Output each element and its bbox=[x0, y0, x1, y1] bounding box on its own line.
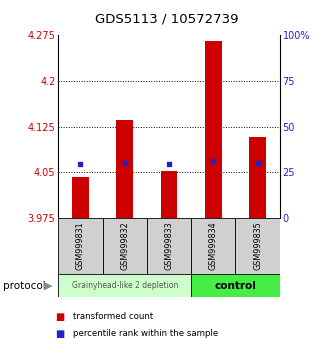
Text: ■: ■ bbox=[55, 312, 64, 322]
Text: percentile rank within the sample: percentile rank within the sample bbox=[73, 329, 218, 338]
Text: ▶: ▶ bbox=[44, 281, 53, 291]
Text: GDS5113 / 10572739: GDS5113 / 10572739 bbox=[95, 12, 238, 25]
Bar bbox=[58, 274, 191, 297]
Text: GSM999835: GSM999835 bbox=[253, 222, 262, 270]
Bar bbox=[161, 171, 177, 218]
Text: protocol: protocol bbox=[3, 281, 46, 291]
Text: control: control bbox=[214, 281, 256, 291]
Text: Grainyhead-like 2 depletion: Grainyhead-like 2 depletion bbox=[72, 281, 178, 290]
Bar bbox=[58, 218, 103, 274]
Bar bbox=[191, 274, 280, 297]
Bar bbox=[249, 137, 266, 218]
Bar bbox=[116, 120, 133, 218]
Bar bbox=[147, 218, 191, 274]
Bar bbox=[103, 218, 147, 274]
Text: GSM999832: GSM999832 bbox=[120, 222, 129, 270]
Bar bbox=[205, 41, 222, 218]
Text: GSM999831: GSM999831 bbox=[76, 222, 85, 270]
Text: GSM999833: GSM999833 bbox=[165, 222, 173, 270]
Bar bbox=[191, 218, 235, 274]
Bar bbox=[72, 177, 89, 218]
Bar bbox=[235, 218, 280, 274]
Text: GSM999834: GSM999834 bbox=[209, 222, 218, 270]
Text: ■: ■ bbox=[55, 329, 64, 339]
Text: transformed count: transformed count bbox=[73, 312, 154, 321]
